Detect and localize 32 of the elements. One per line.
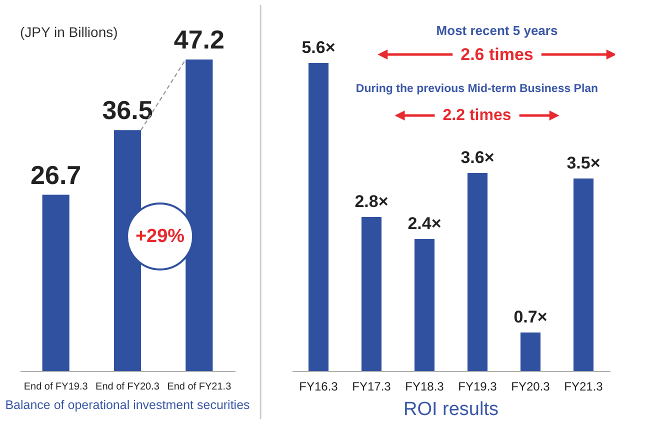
x-tick-label: End of FY19.3 (24, 382, 88, 392)
data-label: 0.7× (514, 308, 548, 326)
data-label: 3.6× (460, 148, 494, 167)
x-tick-label: FY18.3 (405, 380, 444, 394)
annotation: 2.2 times (442, 107, 512, 124)
data-label: 5.6× (302, 38, 336, 57)
bar (308, 63, 329, 371)
x-tick-label: FY21.3 (564, 380, 604, 394)
x-tick-label: End of FY21.3 (167, 382, 232, 392)
annotation: +29% (135, 226, 185, 247)
text: (JPY in Billions) (20, 24, 118, 40)
data-label: 26.7 (30, 160, 82, 190)
text: Balance of operational investment securities (5, 398, 250, 412)
text: Most recent 5 years (436, 23, 558, 38)
annotation: During the previous Mid-term Business Plan (356, 83, 598, 95)
data-label: 47.2 (174, 24, 224, 54)
data-label: 3.5× (566, 154, 600, 172)
x-tick-label: FY20.3 (511, 380, 550, 394)
data-label: 2.4× (408, 214, 442, 233)
x-tick-label: FY16.3 (299, 380, 338, 394)
data-label: 2.8× (354, 192, 388, 211)
data-label: 36.5 (102, 95, 153, 126)
text: ROI results (403, 399, 499, 420)
x-tick-label: FY19.3 (458, 380, 498, 394)
x-tick-label: FY17.3 (352, 380, 392, 394)
bar (573, 178, 594, 371)
bar (520, 332, 541, 371)
bar (467, 173, 488, 371)
bar (414, 239, 435, 371)
x-tick-label: End of FY20.3 (96, 382, 160, 392)
annotation: 2.6 times (460, 45, 534, 64)
bar (361, 217, 382, 371)
